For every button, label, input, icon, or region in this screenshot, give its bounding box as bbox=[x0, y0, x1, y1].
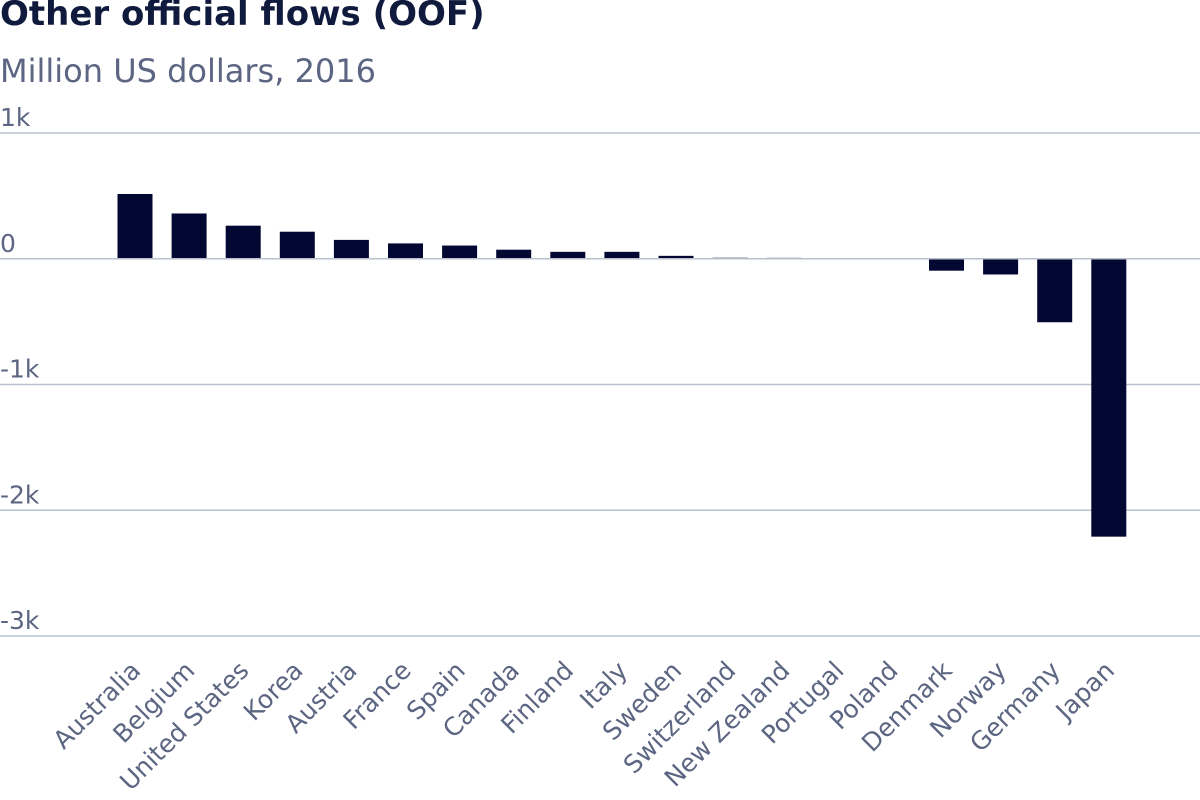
bar bbox=[171, 213, 207, 259]
bar bbox=[117, 193, 153, 259]
y-tick-label: -1k bbox=[0, 355, 40, 384]
chart-title: Other official flows (OOF) bbox=[0, 0, 485, 34]
x-tick-label: Japan bbox=[1049, 656, 1120, 727]
bar bbox=[929, 258, 964, 271]
bar bbox=[550, 251, 586, 259]
bar bbox=[333, 239, 369, 259]
bar bbox=[388, 243, 423, 259]
y-tick-label: -3k bbox=[0, 606, 40, 635]
bar bbox=[658, 255, 694, 259]
bar bbox=[1037, 258, 1073, 323]
gridlines bbox=[0, 132, 1200, 637]
y-tick-label: -2k bbox=[0, 480, 40, 509]
bar bbox=[1091, 258, 1127, 537]
bar bbox=[496, 249, 532, 259]
bar bbox=[983, 258, 1019, 275]
y-tick-label: 0 bbox=[0, 229, 16, 258]
bar bbox=[604, 251, 640, 259]
chart-subtitle: Million US dollars, 2016 bbox=[0, 52, 376, 90]
bar bbox=[225, 225, 261, 259]
bars bbox=[117, 193, 1127, 537]
bar bbox=[279, 231, 315, 259]
bar bbox=[442, 245, 478, 259]
y-axis-tick-labels: 1k 0 -1k -2k -3k bbox=[0, 103, 40, 635]
y-tick-label: 1k bbox=[0, 103, 31, 132]
